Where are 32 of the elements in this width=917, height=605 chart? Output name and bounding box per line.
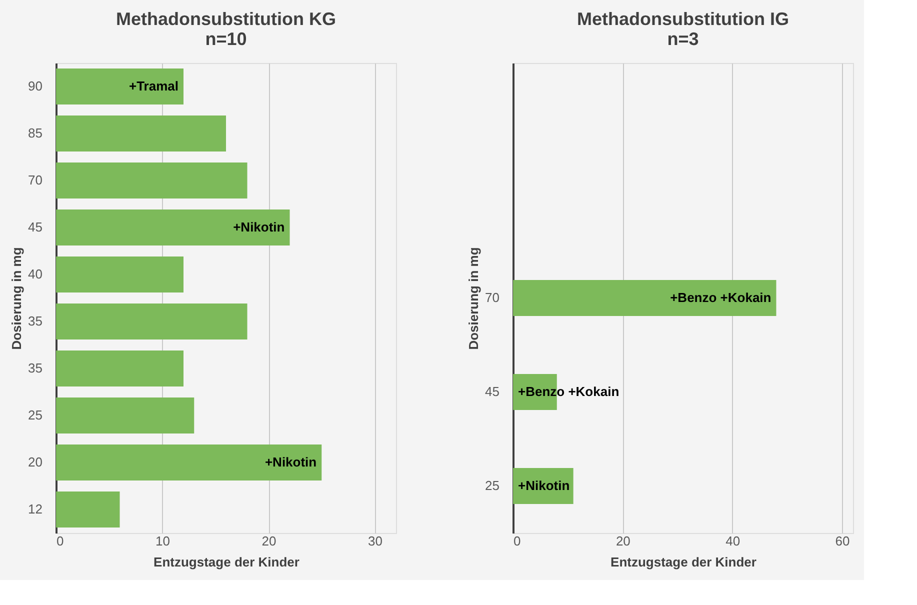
y-tick-label: 25 (28, 408, 42, 422)
y-tick-label: 35 (28, 360, 42, 376)
x-tick-label: 10 (156, 534, 170, 548)
y-tick-label: 20 (28, 454, 42, 470)
x-axis-title: Entzugstage der Kinder (610, 554, 756, 570)
y-tick-label: 70 (28, 172, 42, 188)
y-axis-title: Dosierung in mg (9, 247, 24, 350)
x-tick-label: 30 (368, 534, 382, 548)
y-axis-title: Dosierung in mg (466, 247, 482, 350)
x-tick-label: 0 (56, 534, 64, 548)
y-tick-label: 12 (28, 502, 42, 516)
y-tick-label: 45 (28, 220, 42, 234)
annotation: +Nikotin (264, 454, 317, 470)
y-tick-label: 25 (485, 478, 500, 493)
y-tick-label: 70 (485, 290, 500, 305)
x-axis-title: Entzugstage der Kinder (154, 554, 300, 570)
annotation: +Nikotin (233, 220, 285, 234)
x-tick-label: 20 (616, 534, 630, 548)
x-tick-label: 60 (835, 534, 850, 548)
chart-title: Methadonsubstitution KG n=10 (116, 9, 336, 49)
y-tick-label: 40 (28, 266, 42, 282)
x-tick-label: 40 (726, 534, 740, 548)
x-tick-label: 20 (262, 534, 276, 548)
y-tick-label: 85 (28, 126, 42, 140)
chart-title: Methadonsubstitution IG n=3 (577, 9, 789, 49)
y-tick-label: 45 (485, 384, 500, 399)
y-tick-label: 90 (28, 78, 42, 94)
y-tick-label: 35 (28, 314, 42, 328)
annotation: +Benzo +Kokain (670, 290, 772, 305)
x-tick-label: 0 (514, 534, 521, 548)
annotation: +Nikotin (518, 478, 570, 493)
annotation: +Tramal (128, 78, 178, 94)
